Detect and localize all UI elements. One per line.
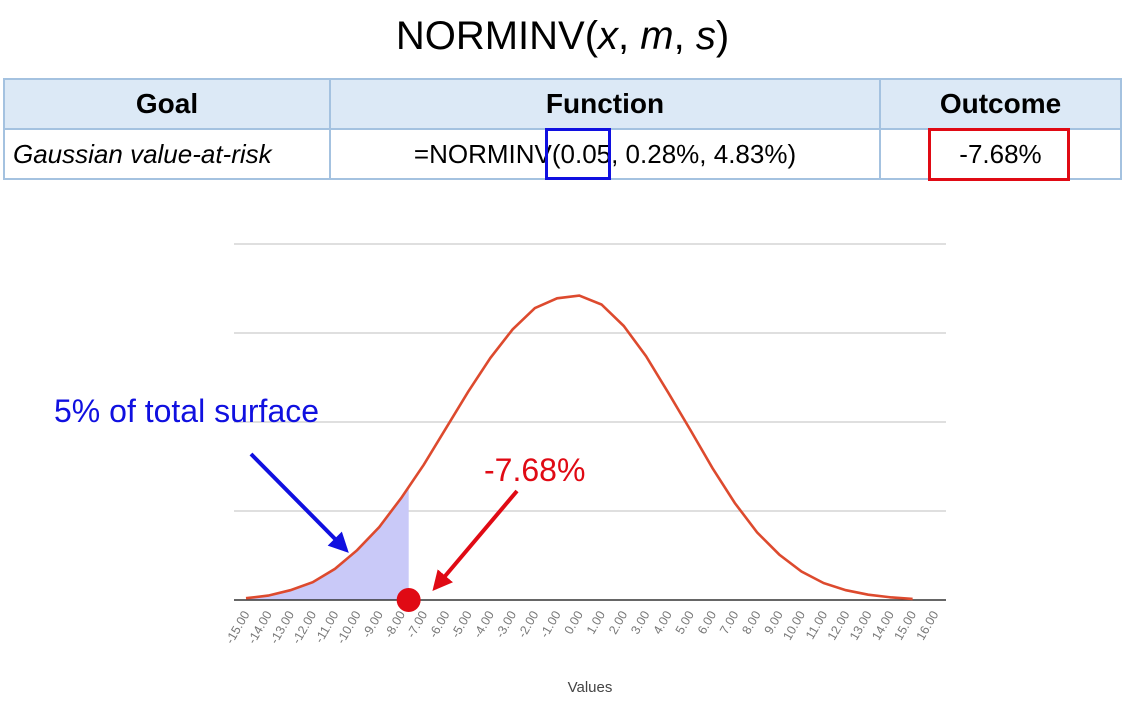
x-tick-label: 5.00	[673, 608, 697, 636]
x-tick-label: 1.00	[584, 608, 608, 636]
surface-annotation: 5% of total surface	[54, 393, 319, 429]
value-annotation: -7.68%	[484, 452, 585, 488]
x-tick-label: -3.00	[493, 608, 519, 640]
x-tick-labels: -15.00-14.00-13.00-12.00-11.00-10.00-9.0…	[223, 608, 942, 646]
outcome-highlight-box	[928, 128, 1070, 181]
cell-function[interactable]: =NORMINV(0.05, 0.28%, 4.83%)	[329, 128, 881, 180]
cell-goal[interactable]: Gaussian value-at-risk	[3, 128, 331, 180]
x-tick-label: -1.00	[537, 608, 563, 640]
table-row: Gaussian value-at-risk =NORMINV(0.05, 0.…	[3, 128, 1122, 180]
title-arg-s: s	[695, 14, 716, 58]
cell-outcome[interactable]: -7.68%	[879, 128, 1122, 180]
title-sep: ,	[673, 14, 696, 58]
x-axis-label: Values	[568, 679, 613, 696]
x-tick-label: 3.00	[628, 608, 652, 636]
title-close: )	[715, 14, 730, 58]
x-tick-label: -6.00	[426, 608, 452, 640]
x-tick-label: 2.00	[606, 608, 630, 636]
function-table: Goal Function Outcome Gaussian value-at-…	[3, 78, 1122, 180]
chart-title: NORMINV(x, m, s)	[0, 14, 1125, 59]
x-tick-label: -9.00	[360, 608, 386, 640]
x-tick-label: -5.00	[448, 608, 474, 640]
x-tick-label: -7.00	[404, 608, 430, 640]
surface-arrow	[249, 452, 349, 553]
distribution-chart: -15.00-14.00-13.00-12.00-11.00-10.00-9.0…	[54, 243, 946, 696]
x-tick-label: -8.00	[382, 608, 408, 640]
series-line	[245, 294, 913, 601]
value-arrow	[432, 489, 519, 592]
title-arg-m: m	[640, 14, 674, 58]
title-func: NORMINV(	[395, 14, 599, 58]
table-header-row: Goal Function Outcome	[3, 78, 1122, 130]
title-sep: ,	[618, 14, 641, 58]
grid-lines	[234, 243, 946, 512]
probability-highlight-box	[545, 128, 611, 180]
x-tick-label: 4.00	[650, 608, 674, 636]
x-tick-label: 10.00	[780, 608, 808, 642]
x-tick-label: 16.00	[914, 608, 942, 642]
title-arg-x: x	[598, 14, 619, 58]
tail-area	[246, 487, 409, 600]
x-tick-label: 6.00	[695, 608, 719, 636]
var-marker-point	[396, 588, 421, 612]
header-function: Function	[329, 78, 881, 130]
x-tick-label: -4.00	[471, 608, 497, 640]
x-tick-label: 7.00	[717, 608, 741, 636]
x-tick-label: -2.00	[515, 608, 541, 640]
x-tick-label: 0.00	[562, 608, 586, 636]
header-goal: Goal	[3, 78, 331, 130]
x-tick-label: 8.00	[739, 608, 763, 636]
header-outcome: Outcome	[879, 78, 1122, 130]
